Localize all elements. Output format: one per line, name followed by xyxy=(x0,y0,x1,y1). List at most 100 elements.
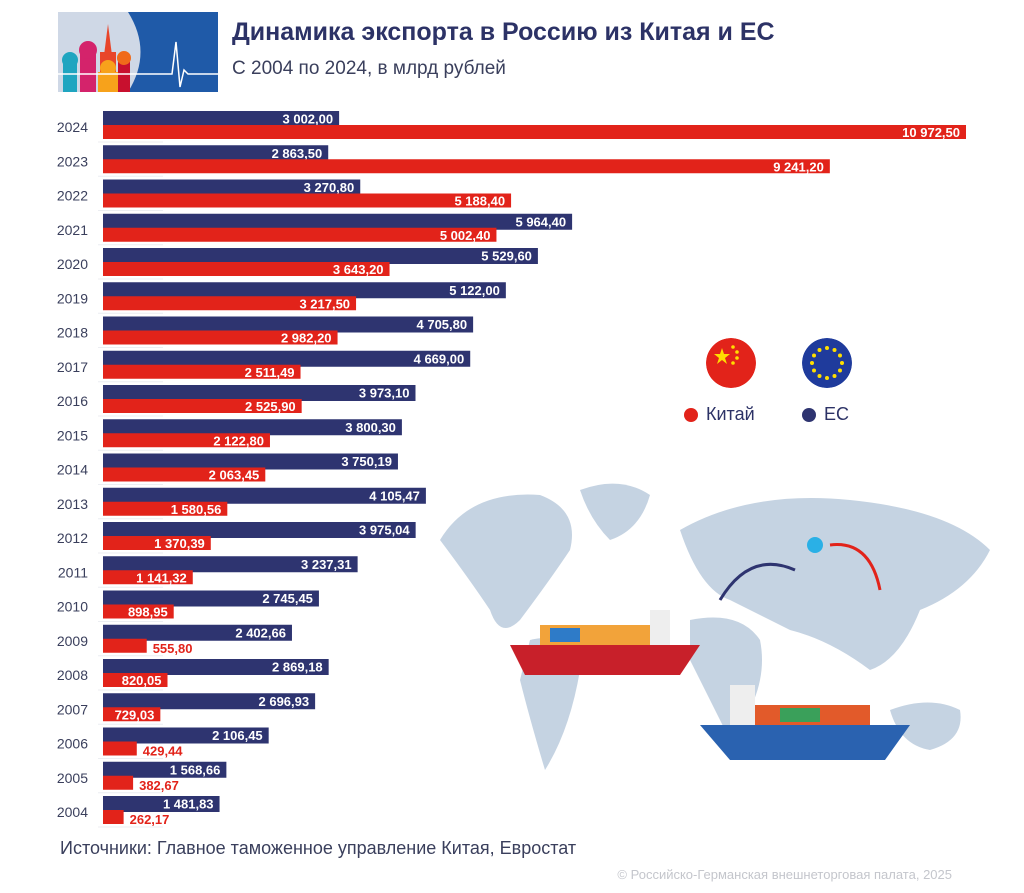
bar-china xyxy=(103,227,497,242)
label-eu: 3 270,80 xyxy=(304,180,355,195)
label-eu: 3 973,10 xyxy=(359,386,410,401)
cargo-ship-icon xyxy=(700,685,910,760)
world-map-illustration xyxy=(440,483,990,770)
bar-china xyxy=(103,159,830,174)
bar-eu xyxy=(103,453,398,470)
label-eu: 5 529,60 xyxy=(481,249,532,264)
legend: Китай ЕС xyxy=(680,338,880,428)
label-china: 1 580,56 xyxy=(171,502,222,517)
label-eu: 1 481,83 xyxy=(163,797,214,812)
bar-china xyxy=(103,638,147,653)
legend-label-eu: ЕС xyxy=(824,404,850,424)
bar-eu xyxy=(103,248,538,264)
bar-eu xyxy=(103,316,474,333)
year-label: 2020 xyxy=(57,256,88,272)
label-china: 2 511,49 xyxy=(245,365,295,380)
bar-china xyxy=(103,741,137,756)
label-china: 1 370,39 xyxy=(154,536,205,551)
eu-star-icon xyxy=(837,368,842,373)
label-eu: 2 696,93 xyxy=(259,694,310,709)
eu-star-icon xyxy=(832,348,837,353)
label-china: 2 982,20 xyxy=(281,331,332,346)
bar-eu xyxy=(103,522,416,538)
bar-eu xyxy=(103,145,329,162)
label-eu: 2 863,50 xyxy=(272,146,323,161)
year-label: 2021 xyxy=(57,222,88,238)
year-label: 2012 xyxy=(57,530,88,546)
label-eu: 3 002,00 xyxy=(283,112,334,127)
bar-china xyxy=(103,467,266,482)
label-eu: 5 964,40 xyxy=(515,214,566,229)
eu-dot-icon xyxy=(802,407,816,422)
year-label: 2008 xyxy=(57,667,88,683)
bar-china xyxy=(103,673,168,687)
bar-eu xyxy=(103,624,292,641)
label-eu: 1 568,66 xyxy=(170,762,221,777)
copyright: © Российско-Германская внешнеторговая па… xyxy=(617,867,952,882)
source-note: Источники: Главное таможенное управление… xyxy=(60,838,577,858)
page-subtitle: С 2004 по 2024, в млрд рублей xyxy=(232,58,506,79)
page-title: Динамика экспорта в Россию из Китая и ЕС xyxy=(232,18,775,46)
chamber-logo xyxy=(58,12,218,92)
bar-china xyxy=(103,330,338,345)
bar-china xyxy=(103,536,211,550)
label-eu: 4 105,47 xyxy=(369,488,420,503)
label-eu: 2 106,45 xyxy=(212,728,263,743)
label-china: 898,95 xyxy=(128,605,168,620)
label-china: 3 217,50 xyxy=(299,296,350,311)
label-china: 555,80 xyxy=(153,641,193,656)
bar-eu xyxy=(103,693,316,710)
eu-star-icon xyxy=(812,368,817,373)
eu-star-icon xyxy=(825,376,829,380)
bar-china xyxy=(103,296,357,311)
bar-eu xyxy=(103,727,269,744)
bar-china xyxy=(103,775,134,790)
label-china: 9 241,20 xyxy=(773,159,824,174)
year-label: 2017 xyxy=(57,359,88,375)
bar-china xyxy=(103,364,301,379)
bar-eu xyxy=(103,796,220,812)
bar-china xyxy=(103,125,966,139)
year-label: 2010 xyxy=(57,599,88,615)
bar-eu xyxy=(103,761,227,778)
year-label: 2006 xyxy=(57,736,88,752)
bar-eu xyxy=(103,179,361,196)
bar-eu xyxy=(103,111,340,127)
bar-eu xyxy=(103,385,416,401)
legend-item-china: Китай xyxy=(684,404,755,425)
bar-china xyxy=(103,433,270,448)
eu-star-icon xyxy=(817,348,822,353)
cargo-ship-icon xyxy=(510,610,700,675)
year-label: 2018 xyxy=(57,325,88,341)
year-label: 2015 xyxy=(57,427,88,443)
year-label: 2013 xyxy=(57,496,88,512)
bar-eu xyxy=(103,213,573,230)
china-flag-icon xyxy=(706,338,756,388)
bar-china xyxy=(103,707,161,722)
eu-star-icon xyxy=(812,353,817,358)
bar-china xyxy=(103,604,174,619)
year-label: 2011 xyxy=(58,564,88,580)
label-china: 2 122,80 xyxy=(213,433,264,448)
label-eu: 3 237,31 xyxy=(301,557,352,572)
eu-star-icon xyxy=(825,346,829,350)
label-eu: 2 402,66 xyxy=(235,625,286,640)
china-dot-icon xyxy=(684,407,698,422)
bar-eu xyxy=(103,487,426,504)
label-eu: 4 705,80 xyxy=(417,317,468,332)
label-china: 10 972,50 xyxy=(902,125,960,140)
year-label: 2005 xyxy=(57,770,88,786)
legend-item-eu: ЕС xyxy=(802,404,849,425)
label-eu: 3 975,04 xyxy=(359,523,410,538)
bar-eu xyxy=(103,590,319,607)
label-china: 1 141,32 xyxy=(136,570,187,585)
bar-china xyxy=(103,570,193,585)
bar-china xyxy=(103,262,390,276)
year-label: 2014 xyxy=(57,462,88,478)
label-eu: 2 745,45 xyxy=(262,591,313,606)
eu-star-icon xyxy=(837,353,842,358)
year-label: 2007 xyxy=(57,701,88,717)
label-eu: 3 750,19 xyxy=(341,454,392,469)
eu-star-icon xyxy=(832,373,837,378)
